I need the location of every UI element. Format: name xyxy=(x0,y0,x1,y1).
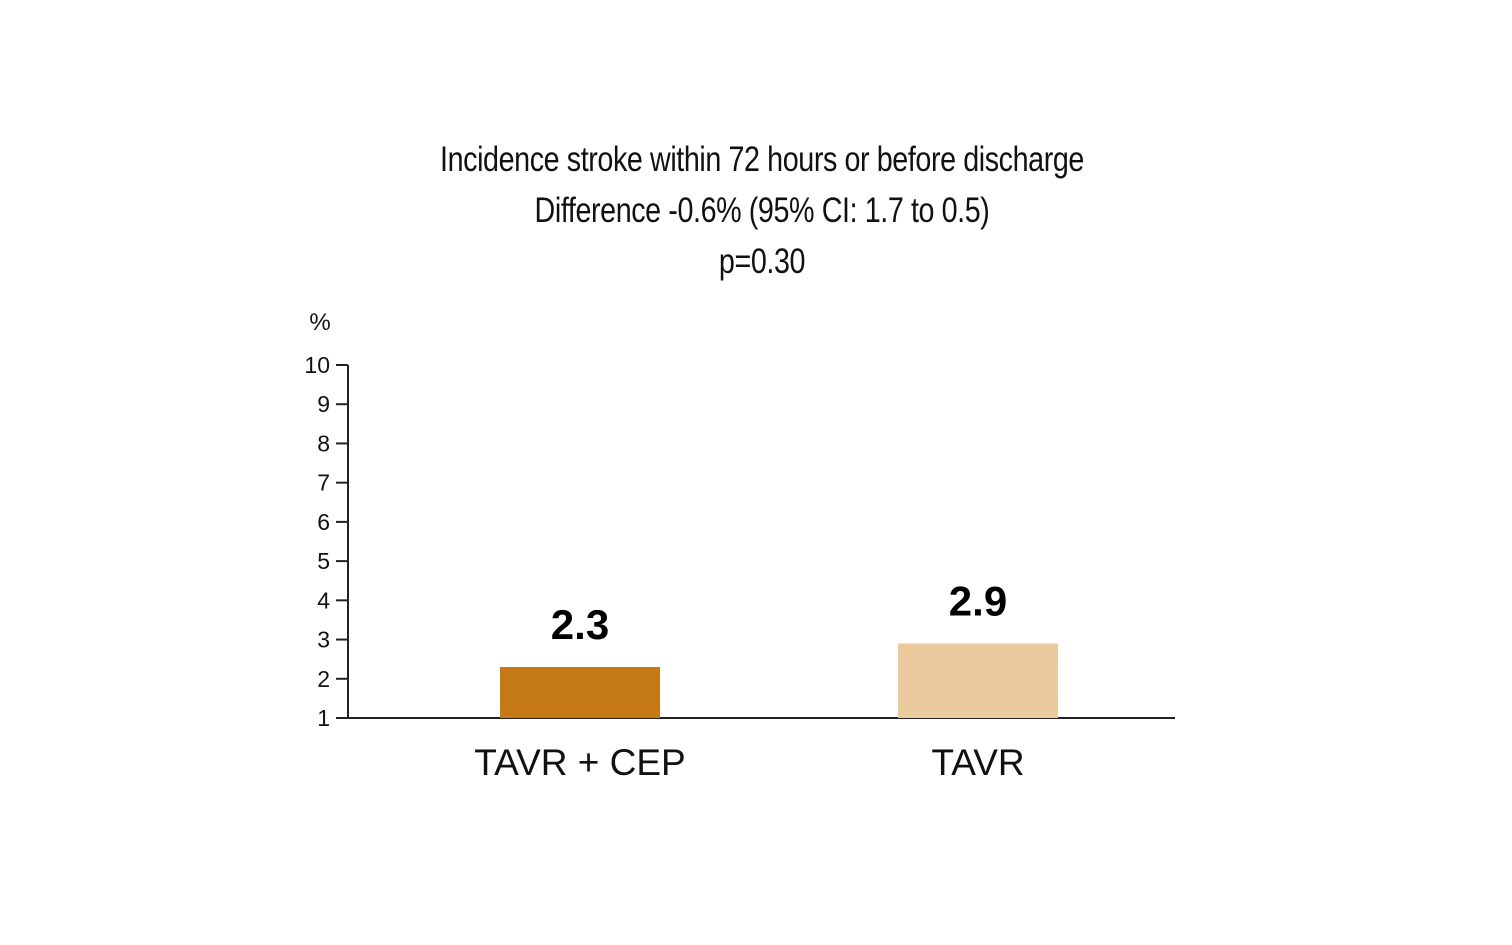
bar-value-label: 2.9 xyxy=(949,577,1007,624)
y-axis-unit-label: % xyxy=(309,309,330,336)
x-category-label: TAVR + CEP xyxy=(474,742,685,783)
bar-tavr-cep xyxy=(500,667,660,718)
y-tick-label: 10 xyxy=(304,352,330,378)
y-tick-label: 1 xyxy=(317,705,330,731)
y-tick-label: 2 xyxy=(317,666,330,692)
y-tick-label: 7 xyxy=(317,470,330,496)
y-tick-label: 8 xyxy=(317,430,330,456)
bar-value-label: 2.3 xyxy=(551,601,609,648)
category-labels: TAVR + CEP TAVR xyxy=(474,742,1024,783)
y-tick-label: 5 xyxy=(317,548,330,574)
y-tick-label: 6 xyxy=(317,509,330,535)
value-labels: 2.3 2.9 xyxy=(551,577,1007,648)
chart-title-block: Incidence stroke within 72 hours or befo… xyxy=(0,134,1512,287)
y-axis: 1 2 3 4 5 6 7 8 9 10 xyxy=(304,352,349,731)
y-tick-label: 3 xyxy=(317,627,330,653)
bars xyxy=(500,643,1058,718)
chart-subtitle: Difference -0.6% (95% CI: 1.7 to 0.5) xyxy=(534,191,990,230)
x-category-label: TAVR xyxy=(931,742,1024,783)
chart-p-value: p=0.30 xyxy=(718,242,806,281)
y-tick-label: 4 xyxy=(317,587,330,613)
bar-tavr xyxy=(898,643,1058,718)
y-tick-label: 9 xyxy=(317,391,330,417)
chart-title: Incidence stroke within 72 hours or befo… xyxy=(440,140,1084,179)
